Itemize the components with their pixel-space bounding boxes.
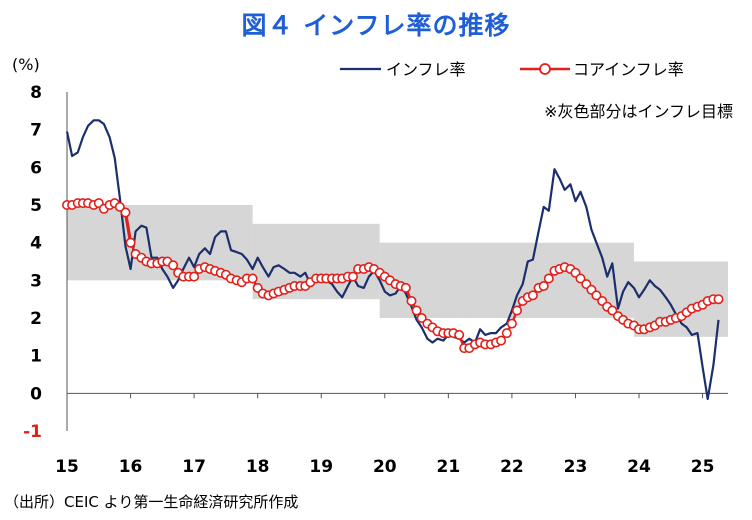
x-tick-label: 15 (55, 457, 79, 477)
x-tick-label: 17 (182, 457, 206, 477)
series-layer (61, 119, 724, 401)
x-axis: 15 16 17 18 19 20 21 22 23 24 25 (55, 392, 728, 477)
x-tick-label: 16 (119, 457, 143, 477)
core-inflation-point (400, 282, 411, 293)
x-tick-label: 25 (691, 457, 715, 477)
core-inflation-point (411, 305, 422, 316)
x-tick-label: 19 (309, 457, 333, 477)
core-inflation-point (120, 207, 131, 218)
source-note: （出所）CEIC より第一生命経済研究所作成 (4, 493, 299, 511)
x-tick-label: 23 (564, 457, 588, 477)
x-tick-label: 20 (373, 457, 397, 477)
core-inflation-point (506, 318, 517, 329)
target-band-2 (379, 242, 634, 318)
x-tick-label: 22 (500, 457, 524, 477)
y-tick-label: 6 (30, 158, 42, 178)
core-inflation-point (496, 335, 507, 346)
y-tick-label: 4 (30, 234, 42, 254)
core-inflation-point (607, 305, 618, 316)
x-tick-label: 21 (437, 457, 461, 477)
y-tick-label: 7 (30, 121, 42, 141)
core-inflation-point (416, 312, 427, 323)
y-tick-label: 8 (30, 83, 42, 103)
core-inflation-point (125, 237, 136, 248)
core-inflation-point (247, 273, 258, 284)
core-inflation-point (114, 201, 125, 212)
core-inflation-point (543, 273, 554, 284)
core-inflation-point (511, 305, 522, 316)
target-band-note: ※灰色部分はインフレ目標 (544, 102, 733, 121)
x-tick-label: 18 (246, 457, 270, 477)
core-inflation-point (575, 273, 586, 284)
core-inflation-point (591, 290, 602, 301)
chart-title: 図４ インフレ率の推移 (241, 11, 511, 40)
series-line-inflation (65, 119, 720, 401)
core-inflation-point (168, 260, 179, 271)
y-axis: 8 7 6 5 4 3 2 1 0 -1 (23, 83, 68, 442)
y-tick-label: 2 (30, 309, 42, 329)
x-tick-label: 24 (627, 457, 651, 477)
core-inflation-point (347, 271, 358, 282)
legend-marker-core-inflation (539, 63, 551, 75)
y-tick-label: 0 (30, 384, 42, 404)
y-tick-label: 3 (30, 271, 42, 291)
core-inflation-point (454, 329, 465, 340)
y-tick-label: 5 (30, 196, 42, 216)
core-inflation-point (406, 295, 417, 306)
legend: インフレ率 コアインフレ率 (340, 60, 684, 79)
y-tick-label: 1 (30, 347, 42, 367)
y-axis-unit-label: (%) (12, 55, 40, 74)
core-inflation-point (189, 271, 200, 282)
core-inflation-point (501, 328, 512, 339)
core-inflation-point (527, 290, 538, 301)
y-tick-label: -1 (23, 422, 42, 442)
legend-label-core-inflation: コアインフレ率 (573, 60, 684, 79)
target-band-layer (67, 205, 728, 337)
target-band-0 (67, 205, 253, 281)
core-inflation-point (713, 294, 724, 305)
core-inflation-point (538, 280, 549, 291)
legend-label-inflation: インフレ率 (386, 60, 466, 79)
